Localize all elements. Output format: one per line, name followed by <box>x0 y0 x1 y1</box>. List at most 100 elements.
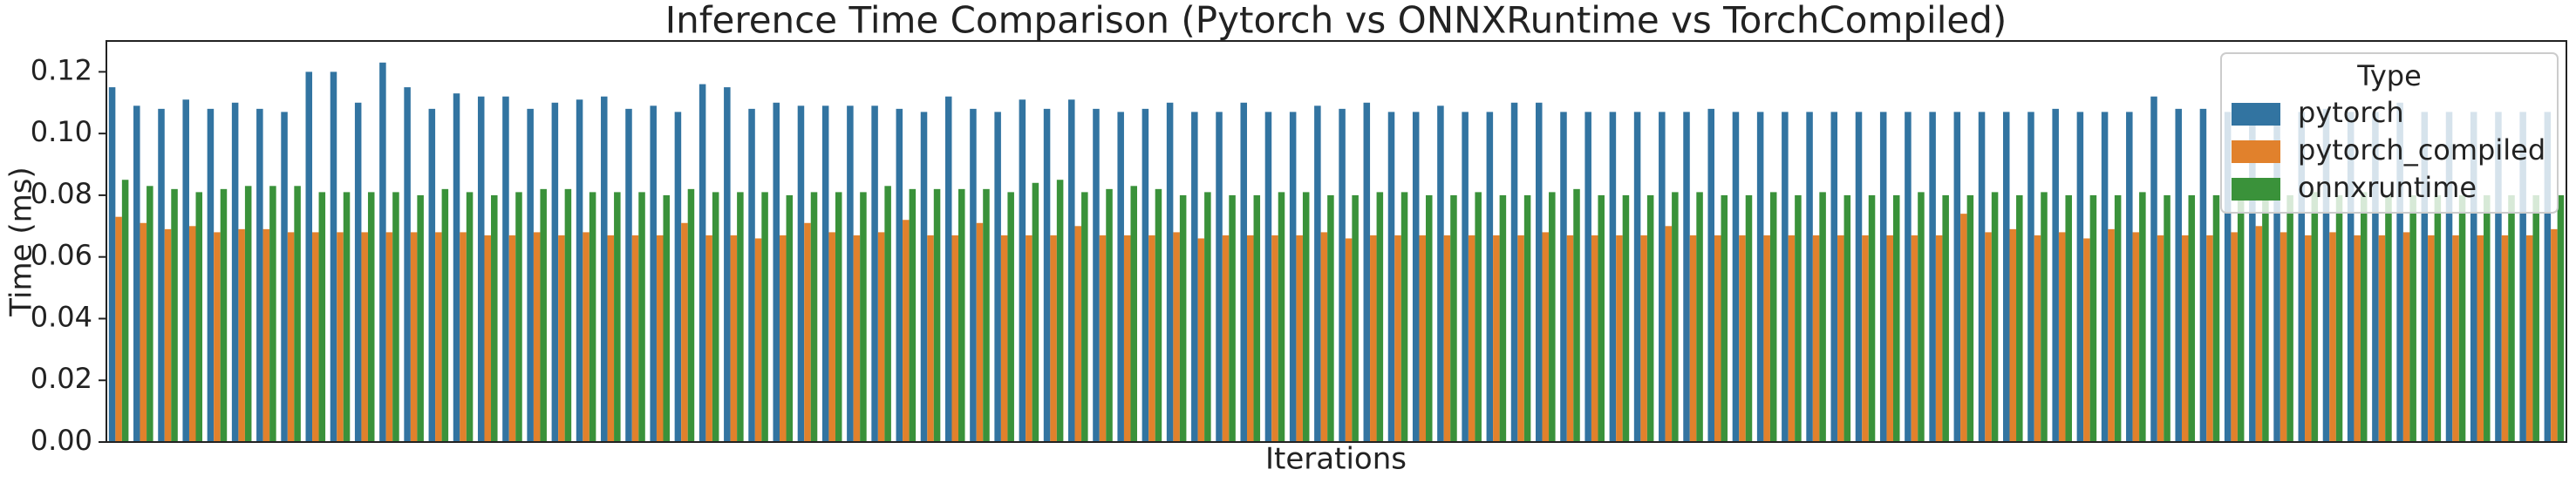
bar <box>737 192 744 442</box>
bar <box>810 192 818 442</box>
bar <box>354 102 362 443</box>
bar <box>1659 112 1666 442</box>
bar <box>417 194 424 442</box>
bar <box>2360 192 2368 442</box>
bar <box>140 222 147 442</box>
bar <box>1296 235 1303 442</box>
bar <box>133 105 140 443</box>
bar <box>1363 102 1371 443</box>
bar <box>933 188 941 442</box>
bar <box>527 108 534 442</box>
bar <box>1978 112 1986 442</box>
bar <box>650 105 657 443</box>
bar <box>1493 235 1500 442</box>
bar <box>158 108 165 442</box>
bar <box>1106 188 1113 442</box>
bar <box>312 232 319 442</box>
bar <box>2434 194 2442 442</box>
bar <box>1352 194 1359 442</box>
bar <box>773 102 780 443</box>
bar <box>2065 194 2072 442</box>
bar <box>1204 192 1211 442</box>
bar <box>262 228 270 442</box>
bar <box>2206 235 2213 442</box>
bar <box>343 192 351 442</box>
y-tick-label: 0.10 <box>31 115 92 148</box>
bar <box>281 112 288 442</box>
bar <box>1345 238 1353 442</box>
bar <box>1905 112 1912 442</box>
bar <box>2347 112 2355 442</box>
bar <box>1591 235 1598 442</box>
bar <box>108 87 116 443</box>
bar <box>214 232 221 442</box>
bar <box>853 235 861 442</box>
y-tick-label: 0.02 <box>31 362 92 395</box>
bar <box>1672 192 1679 442</box>
bar <box>687 188 695 442</box>
bar <box>2181 235 2189 442</box>
bar <box>379 62 386 443</box>
bar <box>896 108 903 442</box>
bar <box>1222 235 1230 442</box>
bar <box>1166 102 1174 443</box>
bar <box>1837 235 1844 442</box>
bar <box>2311 192 2319 442</box>
bar <box>920 112 928 442</box>
bar <box>2164 194 2171 442</box>
bar <box>115 216 122 442</box>
bar <box>1721 194 1728 442</box>
bar <box>2298 112 2306 442</box>
bar <box>2224 112 2232 442</box>
bar <box>1394 235 1401 442</box>
bar <box>828 232 835 442</box>
bar <box>2058 232 2066 442</box>
bar <box>1819 192 1826 442</box>
bar <box>1019 99 1026 442</box>
bar <box>1929 112 1936 442</box>
bar <box>1093 108 1100 442</box>
bar <box>1879 112 1887 442</box>
bar <box>220 188 228 442</box>
bar <box>2557 194 2565 442</box>
bar <box>712 192 719 442</box>
bar <box>1007 192 1014 442</box>
bar <box>1598 194 1605 442</box>
bar <box>1985 232 1992 442</box>
bar <box>1148 235 1155 442</box>
bar <box>1745 194 1753 442</box>
y-tick-label: 0.00 <box>31 424 92 457</box>
bar <box>1068 99 1075 442</box>
bar <box>2280 232 2287 442</box>
bar <box>2139 192 2146 442</box>
bar <box>508 235 516 442</box>
chart-title: Inference Time Comparison (Pytorch vs ON… <box>665 0 2007 42</box>
bar <box>453 93 460 443</box>
bar <box>2508 194 2515 442</box>
bar <box>1782 112 1789 442</box>
bar <box>1942 194 1949 442</box>
bar <box>1523 194 1531 442</box>
bar <box>1991 192 1999 442</box>
bar <box>1339 108 1346 442</box>
bar <box>804 222 811 442</box>
bar <box>2396 102 2403 443</box>
bar <box>1443 235 1451 442</box>
bar <box>1609 112 1617 442</box>
bar <box>1099 235 1107 442</box>
bar <box>1043 108 1051 442</box>
bar <box>330 71 337 442</box>
bar <box>601 96 608 442</box>
bar <box>903 220 910 442</box>
bar <box>2016 194 2023 442</box>
bar <box>1191 112 1198 442</box>
bar <box>1450 194 1457 442</box>
bar <box>337 232 344 442</box>
bar <box>1387 112 1395 442</box>
legend-swatch <box>2232 178 2280 201</box>
bar <box>2378 235 2386 442</box>
bar <box>821 105 829 443</box>
bar <box>2477 235 2484 442</box>
bar <box>1911 235 1918 442</box>
bar <box>188 226 196 442</box>
